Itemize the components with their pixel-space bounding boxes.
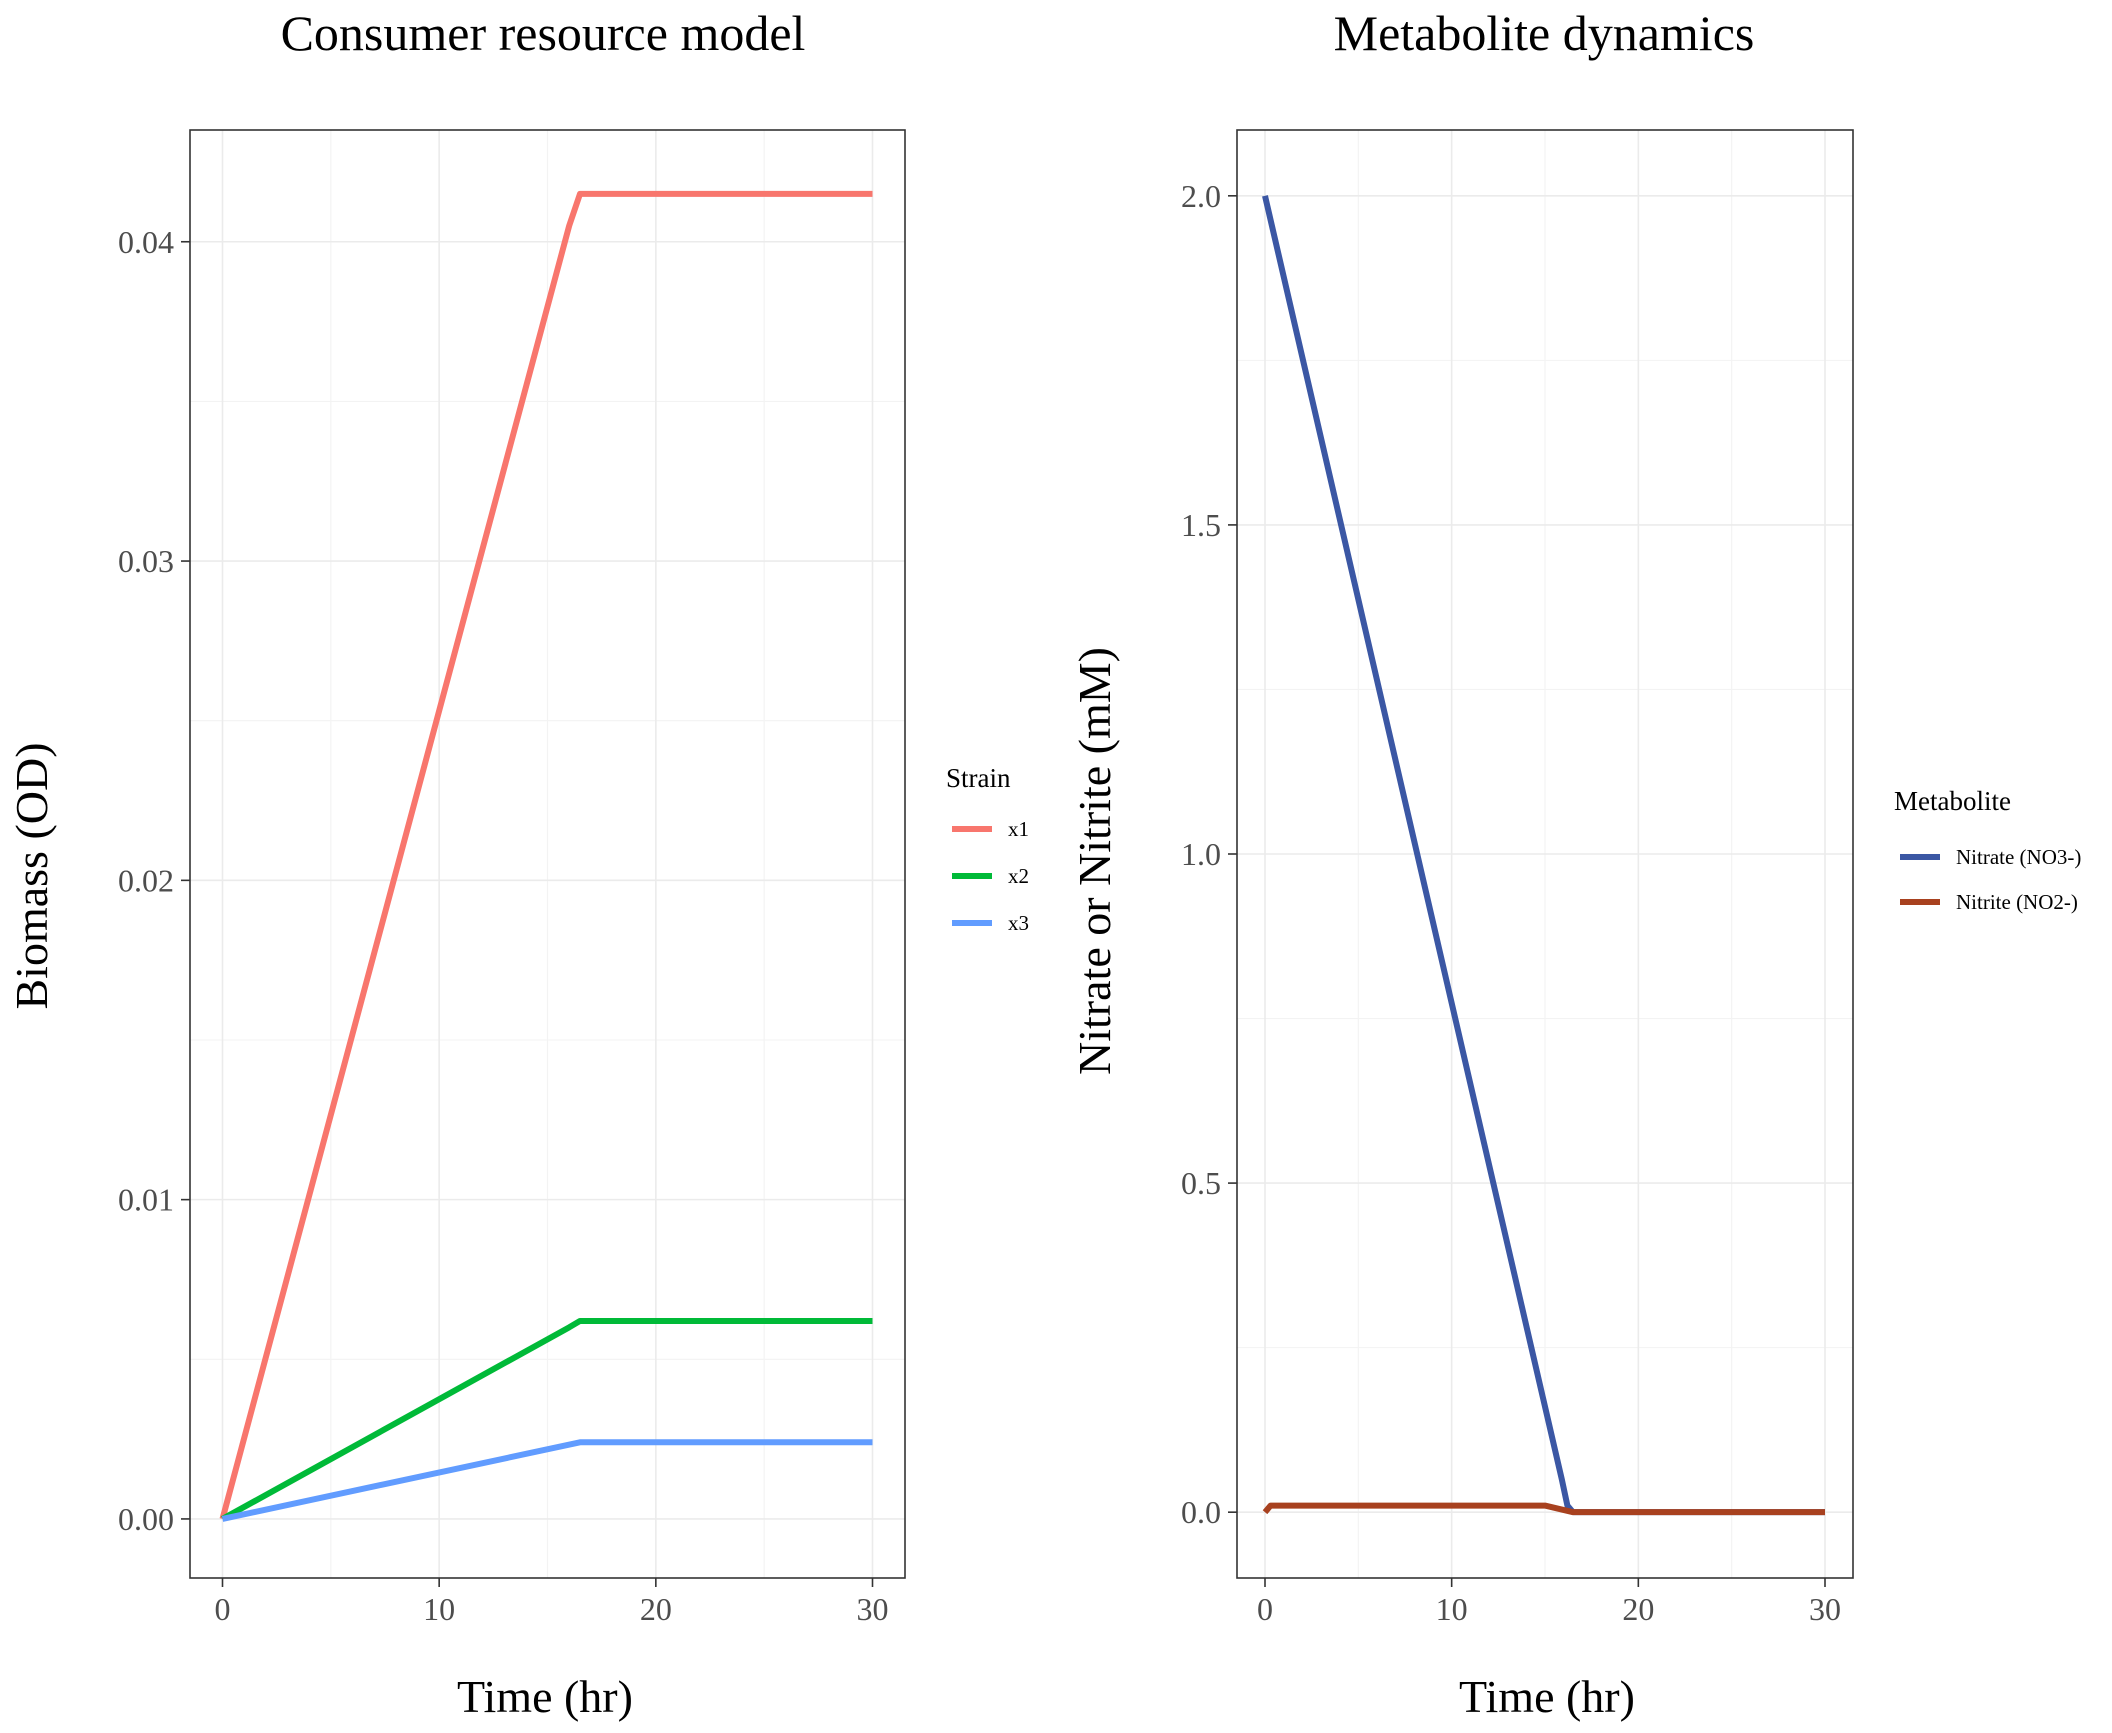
panel-title: Consumer resource model (281, 5, 806, 61)
y-tick-label: 0.5 (1181, 1165, 1221, 1201)
series-line-x2 (221, 1317, 873, 1522)
plot-area: 0 10 20 30 0.00 0.01 0.02 0.03 0.04 (118, 129, 906, 1627)
x-tick-label: 0 (1257, 1591, 1273, 1627)
legend-label: x1 (1008, 817, 1029, 841)
legend-label: x2 (1008, 864, 1029, 888)
legend-title: Metabolite (1894, 786, 2011, 816)
x-tick-label: 30 (1809, 1591, 1841, 1627)
legend-metabolite: Metabolite Nitrate (NO3-) Nitrite (NO2-) (1894, 786, 2081, 914)
legend-title: Strain (946, 763, 1011, 793)
y-axis-title: Nitrate or Nitrite (mM) (1069, 647, 1120, 1075)
legend-strain: Strain x1 x2 x3 (946, 763, 1029, 935)
x-axis-title: Time (hr) (457, 1671, 633, 1722)
panel-consumer-resource: Consumer resource model 0 10 20 300.000.010… (6, 5, 1029, 1722)
x-tick-label: 30 (857, 1591, 889, 1627)
legend-item: x1 (952, 817, 1029, 841)
legend-label: Nitrite (NO2-) (1956, 890, 2078, 914)
y-tick-label: 0.03 (118, 543, 174, 579)
panel-border (189, 129, 906, 1579)
y-tick-label: 2.0 (1181, 178, 1221, 214)
x-axis-title: Time (hr) (1459, 1671, 1635, 1722)
panel-metabolite-dynamics: Metabolite dynamics 0 10 20 30 0.0 0.5 1.0 1.5 2… (1069, 5, 2081, 1722)
legend-label: Nitrate (NO3-) (1956, 845, 2081, 869)
y-tick-label: 0.04 (118, 224, 174, 260)
legend-item: x2 (952, 864, 1029, 888)
legend-items: x1 x2 x3 (952, 817, 1029, 935)
x-tick-label: 10 (423, 1591, 455, 1627)
legend-item: Nitrate (NO3-) (1900, 845, 2081, 869)
y-tick-label: 1.5 (1181, 507, 1221, 543)
legend-item: Nitrite (NO2-) (1900, 890, 2078, 914)
y-tick-label: 0.00 (118, 1501, 174, 1537)
y-axis-title: Biomass (OD) (6, 742, 57, 1009)
legend-item: x3 (952, 911, 1029, 935)
y-tick-label: 1.0 (1181, 836, 1221, 872)
legend-items: Nitrate (NO3-) Nitrite (NO2-) (1900, 845, 2081, 914)
panel-title: Metabolite dynamics (1334, 5, 1755, 61)
y-tick-label: 0.0 (1181, 1494, 1221, 1530)
series-line-x1 (219, 190, 873, 1520)
x-tick-label: 20 (1622, 1591, 1654, 1627)
x-tick-label: 10 (1436, 1591, 1468, 1627)
x-tick-label: 20 (640, 1591, 672, 1627)
plot-area: 0 10 20 30 0.0 0.5 1.0 1.5 2.0 (1181, 129, 1854, 1627)
x-tick-label: 0 (215, 1591, 231, 1627)
y-tick-label: 0.02 (118, 862, 174, 898)
legend-label: x3 (1008, 911, 1029, 935)
series-line-x3 (221, 1439, 873, 1522)
series-line-nitrite-no2 (1262, 1502, 1825, 1516)
y-tick-label: 0.01 (118, 1182, 174, 1218)
